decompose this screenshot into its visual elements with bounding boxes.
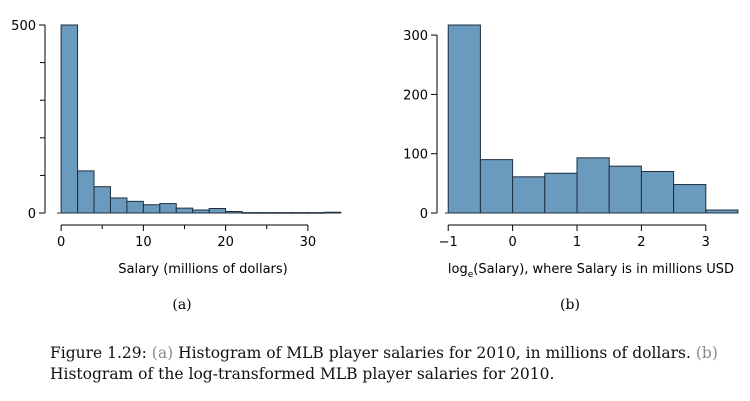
salary-x-tick-label: 0: [57, 235, 65, 250]
caption-ref-a: (a): [151, 344, 174, 362]
histogram-log-salary-panel: 0 100 200 300 −1 0 1 2 3 loge(Salary), where Sal…: [403, 24, 739, 313]
log-salary-y-tick-label: 300: [403, 29, 428, 44]
log-salary-y-tick-label: 0: [420, 207, 428, 222]
log-salary-bar: [512, 176, 546, 214]
salary-bar: [126, 200, 144, 214]
log-salary-bar: [673, 184, 707, 214]
log-salary-bar: [640, 170, 675, 214]
histogram-salary-panel: 0 500 0 10 20 30 Salary (millions of dollars)…: [11, 19, 342, 313]
log-salary-axes: 0 100 200 300 −1 0 1 2 3: [403, 29, 710, 250]
salary-bar: [93, 186, 111, 214]
salary-y-tick-label: 500: [11, 19, 36, 34]
salary-x-tick-label: 10: [135, 235, 152, 250]
log-salary-bar: [479, 159, 514, 214]
caption-prefix: Figure 1.29:: [50, 344, 152, 362]
salary-x-tick-label: 30: [300, 235, 317, 250]
salary-bar: [175, 207, 194, 214]
salary-bar: [208, 207, 227, 214]
caption-text-a: Histogram of MLB player salaries for 201…: [173, 344, 696, 362]
log-salary-x-tick-label: 0: [508, 235, 516, 250]
log-salary-bar: [576, 157, 610, 214]
salary-x-tick-label: 20: [217, 235, 234, 250]
log-salary-y-tick-label: 100: [403, 148, 428, 163]
log-salary-x-axis-label: loge(Salary), where Salary is in million…: [448, 262, 734, 280]
caption-text-b: Histogram of the log-transformed MLB pla…: [50, 365, 555, 383]
panel-label-a: (a): [172, 297, 191, 313]
salary-x-axis-label: Salary (millions of dollars): [118, 262, 288, 277]
log-salary-x-tick-label: 3: [702, 235, 710, 250]
log-salary-bars: [445, 24, 739, 214]
salary-bars: [57, 24, 342, 214]
figure-caption: Figure 1.29: (a) Histogram of MLB player…: [50, 343, 730, 385]
salary-bar: [109, 197, 128, 214]
salary-bar: [159, 203, 177, 214]
salary-axes: 0 500 0 10 20 30: [11, 19, 316, 250]
caption-ref-b: (b): [695, 344, 718, 362]
salary-bar: [60, 24, 79, 214]
log-salary-x-tick-label: 2: [637, 235, 645, 250]
panel-label-b: (b): [560, 297, 580, 313]
log-salary-x-tick-label: 1: [573, 235, 581, 250]
log-salary-bar: [544, 172, 578, 214]
log-salary-bar: [447, 24, 481, 214]
log-salary-bar: [608, 165, 642, 214]
salary-bar: [77, 170, 95, 214]
log-salary-x-tick-label: −1: [439, 235, 458, 250]
salary-y-tick-label: 0: [28, 207, 36, 222]
salary-bar: [142, 204, 161, 214]
log-salary-y-tick-label: 200: [403, 88, 428, 103]
